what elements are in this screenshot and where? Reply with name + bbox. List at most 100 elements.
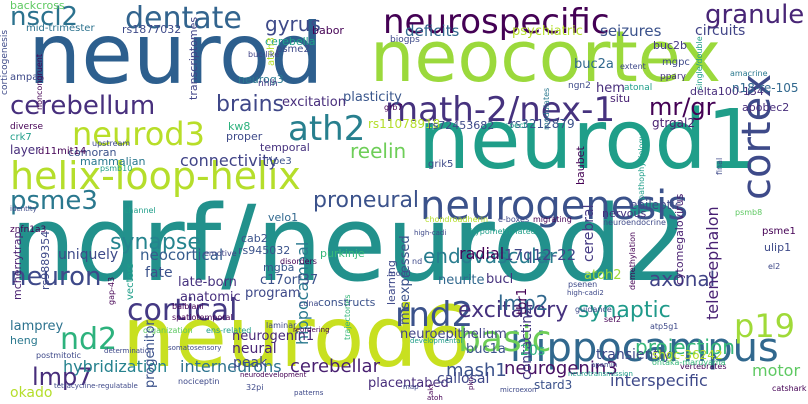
word-ngn2: ngn2 xyxy=(568,81,591,91)
word-shgc-36242: shgc-36242 xyxy=(652,348,723,362)
word-chondroadherin: chondroadherin xyxy=(425,215,489,224)
word-ripe3: ripe3 xyxy=(266,156,292,167)
word-high-cadi: high-cadi xyxy=(414,229,447,237)
word-nervous: nervous xyxy=(602,207,647,220)
word-proneural: proneural xyxy=(313,188,420,213)
word-backcross: backcross xyxy=(10,0,65,12)
word-transcriptomes: transcriptomes xyxy=(187,16,200,100)
word-neurogenesis: neurogenesis xyxy=(420,183,689,229)
word-final: final xyxy=(715,157,724,175)
word-baubet: baubet xyxy=(574,146,587,185)
word-cerebral: cerebral xyxy=(581,204,597,262)
word-neurod: neurod xyxy=(28,5,324,103)
word-demethylation: demethylation xyxy=(628,231,637,290)
word-proper: proper xyxy=(226,130,263,143)
word-radial: radial xyxy=(459,244,505,263)
word-apobec2: apobec2 xyxy=(742,101,790,114)
word-layer: layer xyxy=(10,143,41,157)
word-c17orf37: c17orf37 xyxy=(260,273,319,288)
word-upstream: upstream xyxy=(92,139,131,148)
word-mgpc: mgpc xyxy=(662,57,690,68)
word-n18-re-105: n18-re-105 xyxy=(732,81,799,95)
word-catshark: catshark xyxy=(772,384,807,393)
word-sef2: sef2 xyxy=(604,315,621,324)
word-mammalian: mammalian xyxy=(80,155,146,168)
word-rs11078918: rs11078918 xyxy=(368,117,441,131)
word-babor: babor xyxy=(312,24,344,37)
word-disorders: disorders xyxy=(280,257,317,266)
word-synaptic: synaptic xyxy=(578,298,671,323)
word-patterns: patterns xyxy=(294,389,324,397)
word-lamprey: lamprey xyxy=(10,319,64,334)
word-identity: identity xyxy=(10,205,37,213)
word-ohtaka-maruyama: ohtaka-maruyama xyxy=(652,358,726,367)
word-20s: 20s xyxy=(520,343,546,359)
word-neurogenin1: neurogenin1 xyxy=(232,329,315,344)
word-32pi: 32pi xyxy=(246,383,264,392)
word-corticogenesis: corticogenesis xyxy=(0,29,10,95)
word-progenitor: progenitor xyxy=(143,320,158,388)
word-psme3: psme3 xyxy=(10,186,98,216)
word-interspecific: interspecific xyxy=(610,371,708,390)
word-learning: learning xyxy=(385,260,398,305)
word-psme1: psme1 xyxy=(762,226,796,237)
word-transiently: transiently xyxy=(596,347,672,363)
word-atoh: atoh xyxy=(427,394,443,402)
word-modulates: modulates xyxy=(542,87,551,130)
word-dentate: dentate xyxy=(125,1,242,36)
word-neurotransmission: neurotransmission xyxy=(568,370,633,378)
word-neuroendocrine: neuroendocrine xyxy=(603,218,666,227)
word-rs1877032: rs1877032 xyxy=(122,23,182,36)
word-nd: nd xyxy=(412,257,423,266)
word-diverse: diverse xyxy=(10,122,44,132)
word-psme2: psme2 xyxy=(276,44,310,55)
word-okado: okado xyxy=(10,385,53,401)
word-circuits: circuits xyxy=(695,23,746,39)
word-d11mit14: d11mit14 xyxy=(38,146,87,157)
word-postmitotic: postmitotic xyxy=(36,351,82,360)
word-rs945032: rs945032 xyxy=(238,244,291,257)
word-synapse: synapse xyxy=(110,230,201,255)
word-developmental: developmental xyxy=(410,337,463,345)
word-atoh2: atoh2 xyxy=(584,268,622,283)
word-projection: projection xyxy=(635,335,735,359)
word-atonal: atonal xyxy=(624,83,653,93)
word-lmp7: lmp7 xyxy=(32,363,93,391)
word-biogps: biogps xyxy=(390,35,420,45)
word-single-double: single/double xyxy=(695,36,704,90)
word-late-born: late-born xyxy=(178,275,237,290)
word-gyrus: gyrus xyxy=(265,12,321,36)
word-aspects: aspects xyxy=(500,121,531,130)
word-interneurons: interneurons xyxy=(180,357,282,376)
word-neurodevelopment: neurodevelopment xyxy=(240,371,307,379)
word-misexpressed: misexpressed xyxy=(398,235,413,325)
word-purkinje: purkinje xyxy=(320,247,365,260)
word-deficits: deficits xyxy=(405,22,460,40)
word-placentabed: placentabed xyxy=(368,376,449,391)
word-hippocampus: hippocampus xyxy=(510,325,779,371)
word-fate: fate xyxy=(145,265,173,281)
word-emotive: emotive xyxy=(204,249,237,258)
word-temporal: temporal xyxy=(260,141,310,154)
word-atp5g1: atp5g1 xyxy=(650,322,679,331)
word-psmb10: psmb10 xyxy=(100,164,133,173)
word-granule: granule xyxy=(705,0,805,30)
word-extent: extent xyxy=(620,62,646,71)
word-ulip1: ulip1 xyxy=(764,241,792,254)
word-stard3: stard3 xyxy=(534,378,573,392)
word-cab2: cab2 xyxy=(241,232,268,245)
word-hypomethylated: hypomethylated xyxy=(470,227,536,236)
word-uniquely: uniquely xyxy=(58,247,119,263)
word-neocortex: neocortex xyxy=(370,16,722,98)
word-mgba: mgba xyxy=(263,261,295,274)
word-pkn: pkn xyxy=(467,377,475,390)
word-kw8: kw8 xyxy=(228,120,251,133)
word-zfn1a3: znfn1a3 xyxy=(10,225,47,235)
word-nhlh: nhlh xyxy=(258,79,278,89)
word-neurospecific: neurospecific xyxy=(383,2,610,42)
word-epileptic: epileptic xyxy=(630,198,682,212)
word-plasticity: plasticity xyxy=(343,90,402,105)
word-migrating: migrating xyxy=(533,215,572,224)
word-grik5: grik5 xyxy=(428,159,454,170)
word-p19: p19 xyxy=(734,307,796,345)
